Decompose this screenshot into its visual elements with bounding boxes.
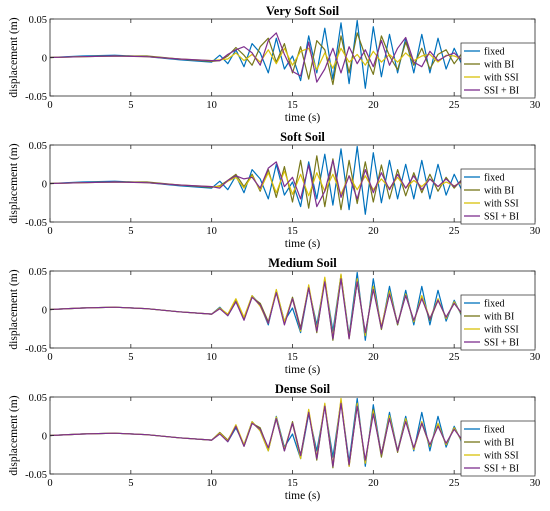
y-tick-label: -0.05 [25, 470, 47, 481]
x-tick-label: 10 [206, 100, 217, 111]
x-tick-label: 15 [287, 478, 298, 489]
y-tick-label: 0.05 [29, 393, 47, 404]
x-tick-label: 25 [449, 226, 460, 237]
legend-box [460, 42, 536, 99]
x-axis-label: time (s) [285, 490, 321, 502]
x-tick-label: 0 [47, 352, 52, 363]
y-axis-label: displacement (m) [8, 17, 20, 97]
legend-entry: with BI [484, 312, 514, 323]
legend-entry: with SSI [484, 451, 519, 462]
legend-box [460, 420, 536, 477]
x-tick-label: 15 [287, 100, 298, 111]
series-line-ssi-bi [50, 278, 535, 340]
legend-entry: fixed [484, 47, 505, 58]
x-tick-label: 10 [206, 226, 217, 237]
y-axis-label: displacement (m) [8, 143, 20, 223]
chart-title: Soft Soil [280, 130, 325, 144]
x-tick-label: 5 [128, 100, 133, 111]
legend-entry: SSI + BI [484, 212, 519, 223]
legend: fixed with BI with SSI SSI + BI [460, 420, 536, 477]
x-tick-label: 5 [128, 352, 133, 363]
x-tick-label: 20 [368, 100, 379, 111]
x-tick-label: 20 [368, 478, 379, 489]
legend-entry: with BI [484, 60, 514, 71]
legend-entry: fixed [484, 425, 505, 436]
x-tick-label: 0 [47, 478, 52, 489]
chart-title: Very Soft Soil [266, 4, 340, 18]
x-axis-label: time (s) [285, 238, 321, 250]
x-axis-label: time (s) [285, 364, 321, 376]
legend-entry: SSI + BI [484, 464, 519, 475]
y-axis-label: displacement (m) [8, 269, 20, 349]
x-tick-label: 0 [47, 226, 52, 237]
series-line-ssi-bi [50, 159, 535, 208]
y-tick-label: 0.05 [29, 15, 47, 26]
x-tick-label: 25 [449, 352, 460, 363]
y-tick-label: -0.05 [25, 218, 47, 229]
y-axis-label: displacement (m) [8, 395, 20, 475]
legend-entry: with SSI [484, 73, 519, 84]
y-tick-label: 0.05 [29, 267, 47, 278]
legend-entry: with SSI [484, 325, 519, 336]
x-tick-label: 20 [368, 226, 379, 237]
x-tick-label: 0 [47, 100, 52, 111]
x-tick-label: 5 [128, 226, 133, 237]
x-tick-label: 30 [530, 100, 541, 111]
legend-box [460, 294, 536, 351]
x-tick-label: 10 [206, 478, 217, 489]
chart-title: Dense Soil [275, 382, 331, 396]
y-tick-label: 0.05 [29, 141, 47, 152]
x-tick-label: 25 [449, 478, 460, 489]
x-tick-label: 25 [449, 100, 460, 111]
legend-entry: fixed [484, 299, 505, 310]
legend: fixed with BI with SSI SSI + BI [460, 294, 536, 351]
y-tick-label: 0 [42, 432, 47, 443]
y-tick-label: 0 [42, 180, 47, 191]
x-tick-label: 5 [128, 478, 133, 489]
series-line-ssi-bi [50, 32, 535, 83]
x-tick-label: 15 [287, 352, 298, 363]
y-tick-label: 0 [42, 54, 47, 65]
chart-title: Medium Soil [268, 256, 337, 270]
legend-entry: with SSI [484, 199, 519, 210]
y-tick-label: 0 [42, 306, 47, 317]
legend: fixed with BI with SSI SSI + BI [460, 168, 536, 225]
legend-entry: SSI + BI [484, 86, 519, 97]
legend-entry: SSI + BI [484, 338, 519, 349]
legend-entry: fixed [484, 173, 505, 184]
series-line-fixed [50, 19, 535, 89]
y-tick-label: -0.05 [25, 92, 47, 103]
legend: fixed with BI with SSI SSI + BI [460, 42, 536, 99]
legend-entry: with BI [484, 438, 514, 449]
x-tick-label: 30 [530, 352, 541, 363]
legend-box [460, 168, 536, 225]
x-tick-label: 30 [530, 478, 541, 489]
x-axis-label: time (s) [285, 112, 321, 124]
x-tick-label: 20 [368, 352, 379, 363]
x-tick-label: 15 [287, 226, 298, 237]
legend-entry: with BI [484, 186, 514, 197]
x-tick-label: 30 [530, 226, 541, 237]
x-tick-label: 10 [206, 352, 217, 363]
y-tick-label: -0.05 [25, 344, 47, 355]
series-line-ssi-bi [50, 402, 535, 467]
